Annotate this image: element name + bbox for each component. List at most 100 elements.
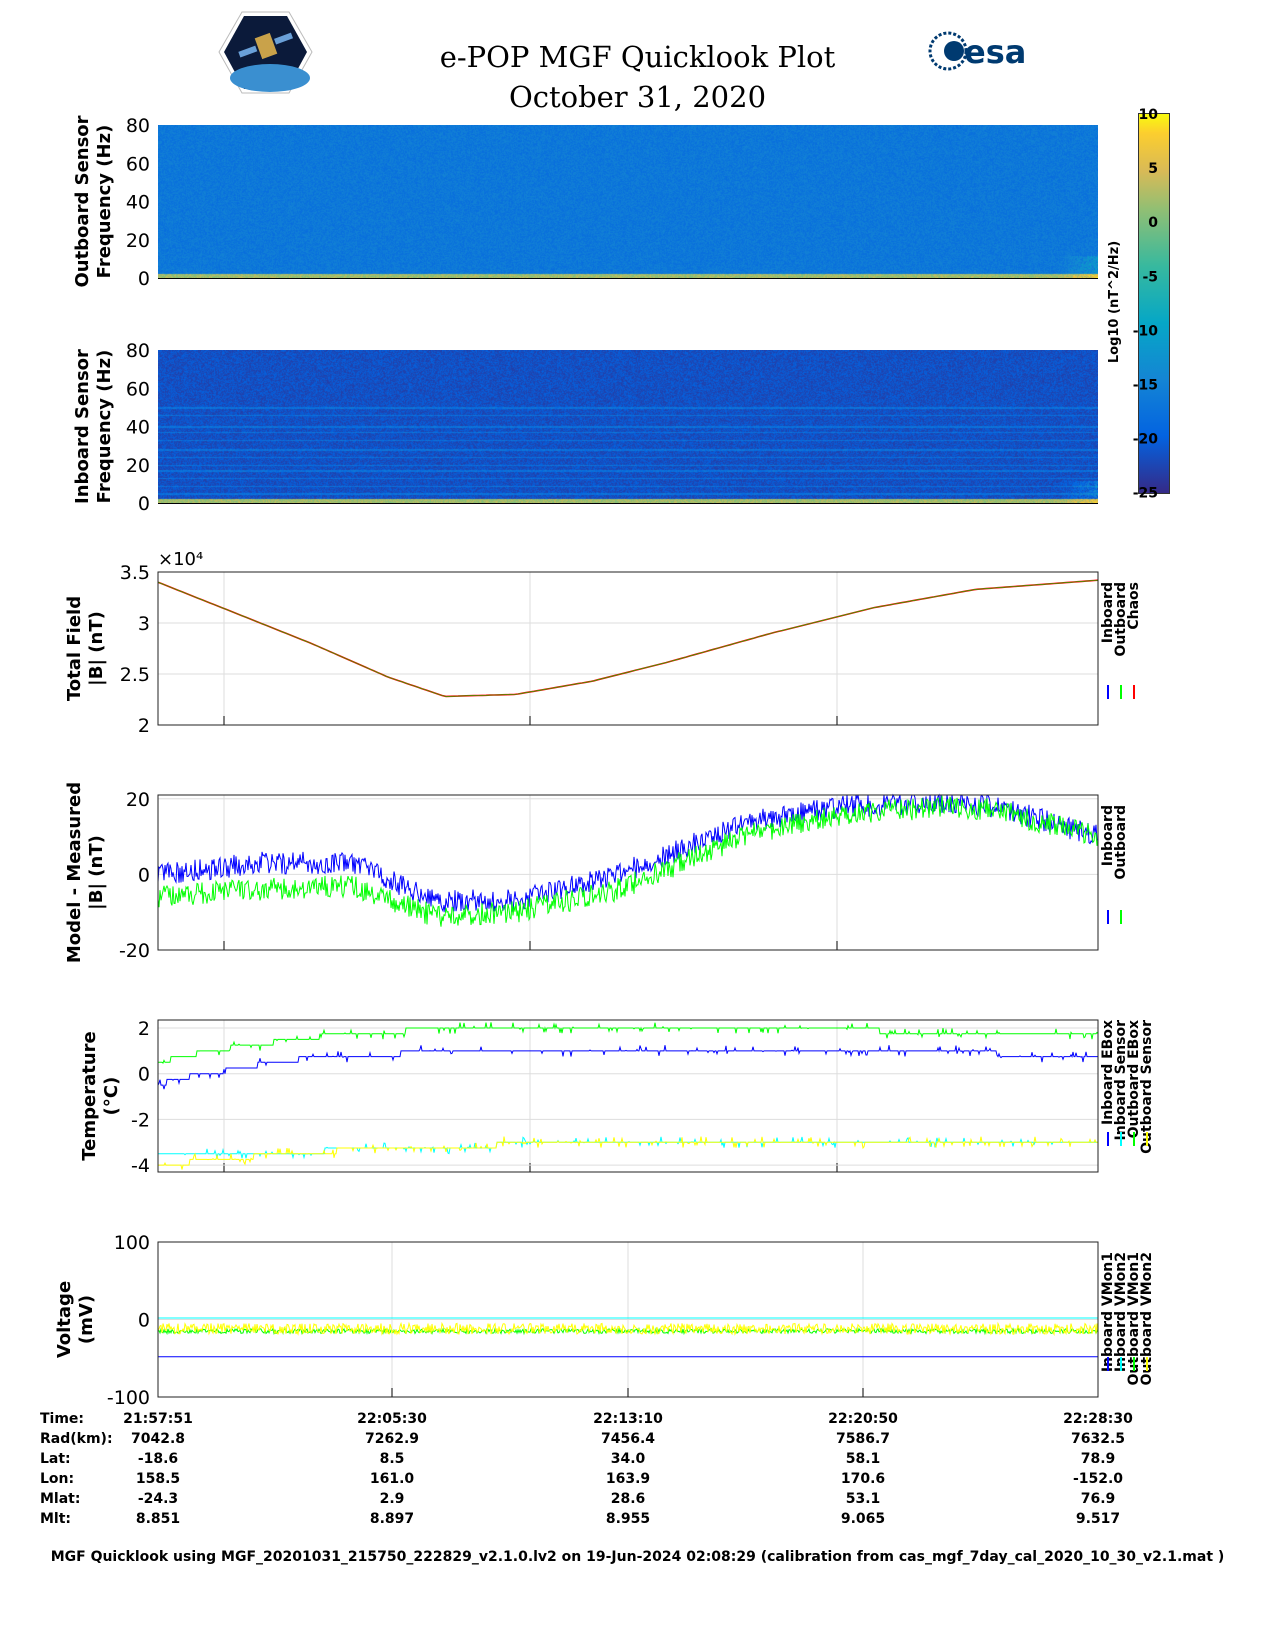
ephemeris-cell: 8.897 <box>369 1511 415 1527</box>
y-axis-label: |B| (nT) <box>86 611 107 686</box>
ephemeris-cell: 8.5 <box>379 1451 405 1467</box>
inboard-spectrogram <box>158 350 1098 504</box>
y-axis-label: Frequency (Hz) <box>94 350 115 504</box>
y-tick-label: -100 <box>107 1387 150 1409</box>
ephemeris-cell: 78.9 <box>1080 1451 1116 1467</box>
y-axis-label: |B| (nT) <box>86 835 107 910</box>
ephemeris-cell: 163.9 <box>605 1471 651 1487</box>
y-tick-label: 3.5 <box>120 562 150 584</box>
colorbar-tick-label: -5 <box>1142 269 1158 285</box>
svg-text:esa: esa <box>964 33 1026 71</box>
ephemeris-cell: -18.6 <box>137 1451 179 1467</box>
legend-label: Outboard <box>1113 805 1129 880</box>
series-line-inboard-ebox <box>158 1022 1099 1064</box>
colorbar-tick-label: 10 <box>1139 107 1159 123</box>
ephemeris-row-label: Mlat: <box>40 1491 81 1507</box>
ephemeris-cell: 53.1 <box>845 1491 881 1507</box>
y-tick-label: 40 <box>126 417 150 439</box>
axes-box <box>157 794 1099 951</box>
ephemeris-cell: 22:28:30 <box>1063 1411 1133 1427</box>
y-tick-label: 2.5 <box>120 664 150 686</box>
y-tick-label: 2 <box>138 715 150 737</box>
y-tick-label: 2 <box>138 1018 150 1040</box>
ephemeris-row-label: Time: <box>40 1411 85 1427</box>
colorbar-label: Log10 (nT^2/Hz) <box>1107 241 1122 363</box>
legend-label: Inboard <box>1100 805 1116 866</box>
y-tick-label: 80 <box>126 340 150 362</box>
legend-label: Outboard <box>1113 582 1129 657</box>
y-axis-label: Inboard Sensor <box>72 349 93 504</box>
ephemeris-cell: 28.6 <box>610 1491 646 1507</box>
legend-label: Inboard Sensor <box>1113 1020 1129 1141</box>
ephemeris-cell: 7632.5 <box>1070 1431 1126 1447</box>
legend-label: Inboard <box>1100 582 1116 643</box>
ephemeris-cell: 34.0 <box>610 1451 646 1467</box>
y-axis-label: Temperature <box>79 1031 100 1160</box>
axes-box <box>157 571 1099 726</box>
y-tick-label: 0 <box>138 864 150 886</box>
series-line-outboard-vmon2 <box>157 1321 1099 1337</box>
y-tick-label: 0 <box>138 1310 150 1332</box>
ephemeris-cell: 22:05:30 <box>357 1411 427 1427</box>
ephemeris-cell: 22:13:10 <box>593 1411 663 1427</box>
colorbar <box>1138 113 1170 494</box>
ephemeris-cell: 9.517 <box>1075 1511 1121 1527</box>
y-tick-label: 80 <box>126 115 150 137</box>
series-line-outboard <box>157 795 1099 927</box>
ephemeris-row-label: Mlt: <box>40 1511 72 1527</box>
y-tick-label: 100 <box>114 1232 150 1254</box>
series-line-outboard-sensor <box>158 1136 1098 1170</box>
axes-box <box>157 1019 1099 1173</box>
series-line-inboard-sensor <box>157 1045 1098 1090</box>
ephemeris-cell: 7042.8 <box>130 1431 186 1447</box>
legend-label: Outboard VMon2 <box>1139 1252 1155 1386</box>
ephemeris-cell: 158.5 <box>135 1471 181 1487</box>
legend-label: Inboard VMon2 <box>1113 1252 1129 1372</box>
ephemeris-cell: 2.9 <box>379 1491 405 1507</box>
ephemeris-cell: 8.851 <box>135 1511 181 1527</box>
y-axis-label: Model - Measured <box>64 782 85 963</box>
axes-box <box>157 1241 1099 1398</box>
legend-label: Inboard EBox <box>1100 1020 1116 1125</box>
axis-exponent: ×10⁴ <box>158 549 203 570</box>
y-tick-label: -2 <box>131 1109 150 1131</box>
series-line-inboard <box>157 793 1099 913</box>
y-tick-label: 3 <box>138 613 150 635</box>
ephemeris-cell: 170.6 <box>840 1471 886 1487</box>
ephemeris-cell: 76.9 <box>1080 1491 1116 1507</box>
legend-label: Outboard EBox <box>1126 1020 1142 1138</box>
y-tick-label: 60 <box>126 153 150 175</box>
legend-label: Outboard Sensor <box>1139 1020 1155 1154</box>
ephemeris-cell: 22:20:50 <box>828 1411 898 1427</box>
plot-title: e-POP MGF Quicklook Plot <box>439 40 836 74</box>
ephemeris-cell: 7586.7 <box>835 1431 891 1447</box>
y-tick-label: 20 <box>126 789 150 811</box>
ephemeris-row-label: Rad(km): <box>40 1431 113 1447</box>
legend-label: Inboard VMon1 <box>1100 1252 1116 1372</box>
legend-label: Outboard VMon1 <box>1126 1252 1142 1386</box>
colorbar-tick-label: 5 <box>1148 161 1158 177</box>
legend-label: Chaos <box>1126 582 1142 630</box>
ephemeris-cell: 7262.9 <box>364 1431 420 1447</box>
ephemeris-cell: -24.3 <box>137 1491 179 1507</box>
ephemeris-cell: 9.065 <box>840 1511 886 1527</box>
y-tick-label: 60 <box>126 378 150 400</box>
colorbar-tick-label: 0 <box>1148 215 1158 231</box>
colorbar-tick-label: -20 <box>1133 432 1159 448</box>
ephemeris-cell: 58.1 <box>845 1451 881 1467</box>
series-line-outboard <box>157 579 1099 697</box>
y-axis-label: (mV) <box>76 1295 97 1344</box>
y-tick-label: 40 <box>126 192 150 214</box>
ephemeris-cell: 7456.4 <box>600 1431 656 1447</box>
y-tick-label: 20 <box>126 230 150 252</box>
ephemeris-cell: -152.0 <box>1072 1471 1124 1487</box>
y-axis-label: Frequency (Hz) <box>94 125 115 279</box>
plot-date: October 31, 2020 <box>508 80 767 114</box>
ephemeris-cell: 8.955 <box>605 1511 651 1527</box>
ephemeris-row-label: Lat: <box>40 1451 71 1467</box>
series-line-outboard-vmon1 <box>157 1326 1099 1336</box>
y-tick-label: -20 <box>119 940 150 962</box>
y-tick-label: 0 <box>138 1064 150 1086</box>
y-tick-label: -4 <box>131 1155 150 1177</box>
footer-caption: MGF Quicklook using MGF_20201031_215750_… <box>50 1549 1225 1565</box>
